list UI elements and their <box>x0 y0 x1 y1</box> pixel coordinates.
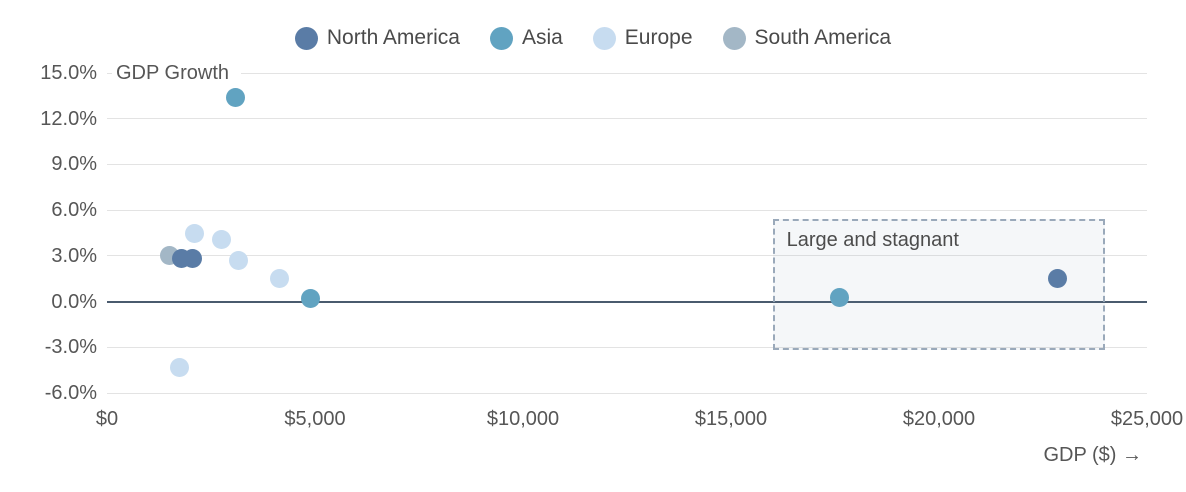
x-tick-label: $0 <box>95 408 119 430</box>
legend-label: Europe <box>624 26 693 49</box>
legend-label: South America <box>754 26 892 49</box>
y-tick-label: 3.0% <box>51 244 97 267</box>
y-tick-label: 15.0% <box>40 62 97 84</box>
y-axis-title: GDP Growth <box>112 59 241 87</box>
legend-item-north-america[interactable]: North America <box>294 26 460 50</box>
y-tick-label: -6.0% <box>44 382 97 404</box>
y-tick-label: -3.0% <box>44 336 97 359</box>
y-tick-label: 6.0% <box>51 199 97 222</box>
x-tick-label: $5,000 <box>284 408 346 430</box>
data-point-asia <box>301 289 321 309</box>
y-tick-label: 12.0% <box>40 107 97 130</box>
data-point-europe <box>228 250 248 270</box>
data-point-asia <box>829 287 849 307</box>
gridline <box>107 118 1147 120</box>
annotation-label: Large and stagnant <box>786 229 959 252</box>
north-america-swatch-icon <box>294 26 318 50</box>
data-point-europe <box>211 229 231 249</box>
x-tick-label: $10,000 <box>486 408 560 430</box>
zero-axis-line <box>107 300 1147 303</box>
asia-swatch-icon <box>489 26 513 50</box>
y-tick-label: 0.0% <box>51 290 97 313</box>
legend-item-asia[interactable]: Asia <box>489 26 563 50</box>
legend-item-south-america[interactable]: South America <box>722 26 892 50</box>
gridline <box>107 209 1147 211</box>
legend-label: North America <box>326 26 460 49</box>
x-tick-label: $20,000 <box>902 408 976 430</box>
data-point-asia <box>226 87 246 107</box>
gridline <box>107 255 1147 257</box>
gridline <box>107 163 1147 165</box>
south-america-swatch-icon <box>722 26 746 50</box>
gridline <box>107 72 1147 74</box>
legend-label: Asia <box>521 26 563 49</box>
data-point-europe <box>170 357 190 377</box>
europe-swatch-icon <box>592 26 616 50</box>
legend-item-europe[interactable]: Europe <box>592 26 693 50</box>
data-point-north-america <box>182 248 202 268</box>
data-point-europe <box>184 223 204 243</box>
gridline <box>107 392 1147 394</box>
data-point-europe <box>270 269 290 289</box>
y-tick-label: 9.0% <box>51 153 97 176</box>
gridline <box>107 346 1147 348</box>
x-tick-label: $15,000 <box>694 408 768 430</box>
chart-legend: North America Asia Europe South America <box>0 26 1186 50</box>
x-tick-label: $25,000 <box>1110 408 1184 430</box>
x-axis-title: GDP ($) → <box>1043 444 1142 466</box>
data-point-north-america <box>1048 269 1068 289</box>
